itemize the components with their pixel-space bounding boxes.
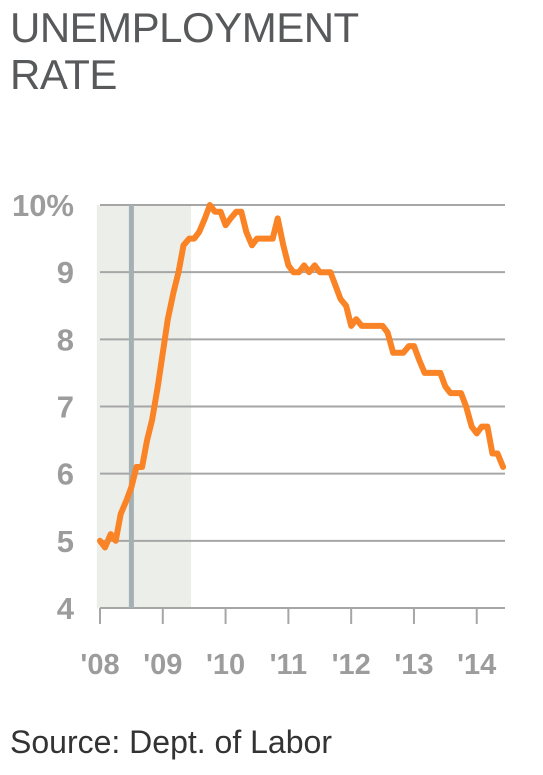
x-tick-label: '09 — [143, 649, 182, 681]
y-tick-label: 7 — [57, 390, 74, 425]
x-tick-label: '14 — [457, 649, 496, 681]
source-note: Source: Dept. of Labor — [10, 724, 332, 760]
series-layer — [97, 202, 507, 551]
x-tick-label: '10 — [206, 649, 245, 681]
y-tick-label: 8 — [57, 322, 74, 357]
chart-title: UNEMPLOYMENT RATE — [10, 4, 358, 98]
y-tick-label: 9 — [57, 255, 74, 290]
unemployment-rate-line — [97, 202, 507, 551]
x-tick-label: '12 — [332, 649, 371, 681]
y-axis-labels: 10% 9 8 7 6 5 4 — [12, 188, 75, 626]
x-tick-label: '11 — [270, 649, 308, 681]
x-tick-label: '13 — [394, 649, 433, 681]
x-axis-labels: '08 '09 '10 '11 '12 '13 '14 — [80, 649, 496, 681]
x-tick-label: '08 — [80, 649, 119, 681]
y-tick-label: 5 — [57, 524, 74, 559]
unemployment-chart: 10% 9 8 7 6 5 4 '08 '09 '10 '11 '12 '13 '14 — [12, 188, 507, 681]
y-tick-label: 10% — [12, 188, 74, 223]
y-tick-label: 4 — [57, 591, 75, 626]
y-tick-label: 6 — [57, 457, 74, 492]
